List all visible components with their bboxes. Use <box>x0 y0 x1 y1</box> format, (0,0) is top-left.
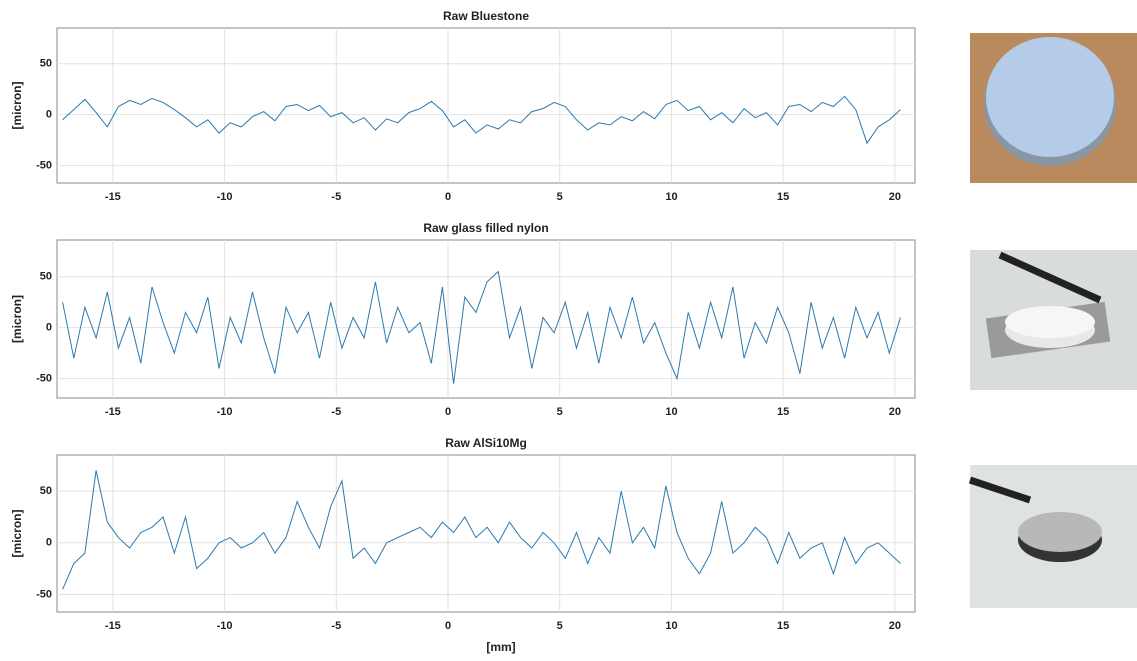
x-tick-label: 5 <box>557 620 563 632</box>
y-tick-label: -50 <box>36 588 52 600</box>
x-tick-label: 10 <box>665 191 677 203</box>
photo-alsi10mg <box>968 465 1137 608</box>
x-tick-label: 0 <box>445 620 451 632</box>
x-tick-label: 15 <box>777 191 789 203</box>
y-axis-label: [micron] <box>10 81 24 129</box>
x-tick-label: 20 <box>889 406 901 418</box>
x-tick-label: 15 <box>777 620 789 632</box>
chart-title: Raw Bluestone <box>443 9 529 23</box>
y-tick-label: 50 <box>40 271 52 283</box>
photo-bluestone <box>970 33 1137 183</box>
x-tick-label: 10 <box>665 620 677 632</box>
data-line <box>62 470 901 590</box>
x-tick-label: -5 <box>331 406 341 418</box>
x-tick-label: 20 <box>889 620 901 632</box>
x-axis-label: [mm] <box>486 640 515 654</box>
y-tick-label: -50 <box>36 160 52 172</box>
chart-title: Raw AlSi10Mg <box>445 436 527 450</box>
x-tick-label: 10 <box>665 406 677 418</box>
x-tick-label: 20 <box>889 191 901 203</box>
x-tick-label: -10 <box>217 406 233 418</box>
y-tick-label: -50 <box>36 373 52 385</box>
y-axis-label: [micron] <box>10 509 24 557</box>
x-tick-label: -10 <box>217 191 233 203</box>
x-tick-label: -15 <box>105 620 121 632</box>
y-tick-label: 50 <box>40 485 52 497</box>
data-line <box>62 95 901 145</box>
x-tick-label: 5 <box>557 191 563 203</box>
photo-nylon <box>970 250 1137 390</box>
y-tick-label: 0 <box>46 322 52 334</box>
plot-area <box>56 454 916 613</box>
x-tick-label: -10 <box>217 620 233 632</box>
y-tick-label: 50 <box>40 58 52 70</box>
y-tick-label: 0 <box>46 537 52 549</box>
x-tick-label: 5 <box>557 406 563 418</box>
x-tick-label: -15 <box>105 406 121 418</box>
x-tick-label: 15 <box>777 406 789 418</box>
x-tick-label: 0 <box>445 406 451 418</box>
y-axis-label: [micron] <box>10 295 24 343</box>
plot-area <box>56 27 916 184</box>
x-tick-label: -15 <box>105 191 121 203</box>
plot-area <box>56 239 916 399</box>
x-tick-label: -5 <box>331 191 341 203</box>
x-tick-label: 0 <box>445 191 451 203</box>
chart-title: Raw glass filled nylon <box>423 221 548 235</box>
data-line <box>62 270 901 384</box>
x-tick-label: -5 <box>331 620 341 632</box>
y-tick-label: 0 <box>46 109 52 121</box>
